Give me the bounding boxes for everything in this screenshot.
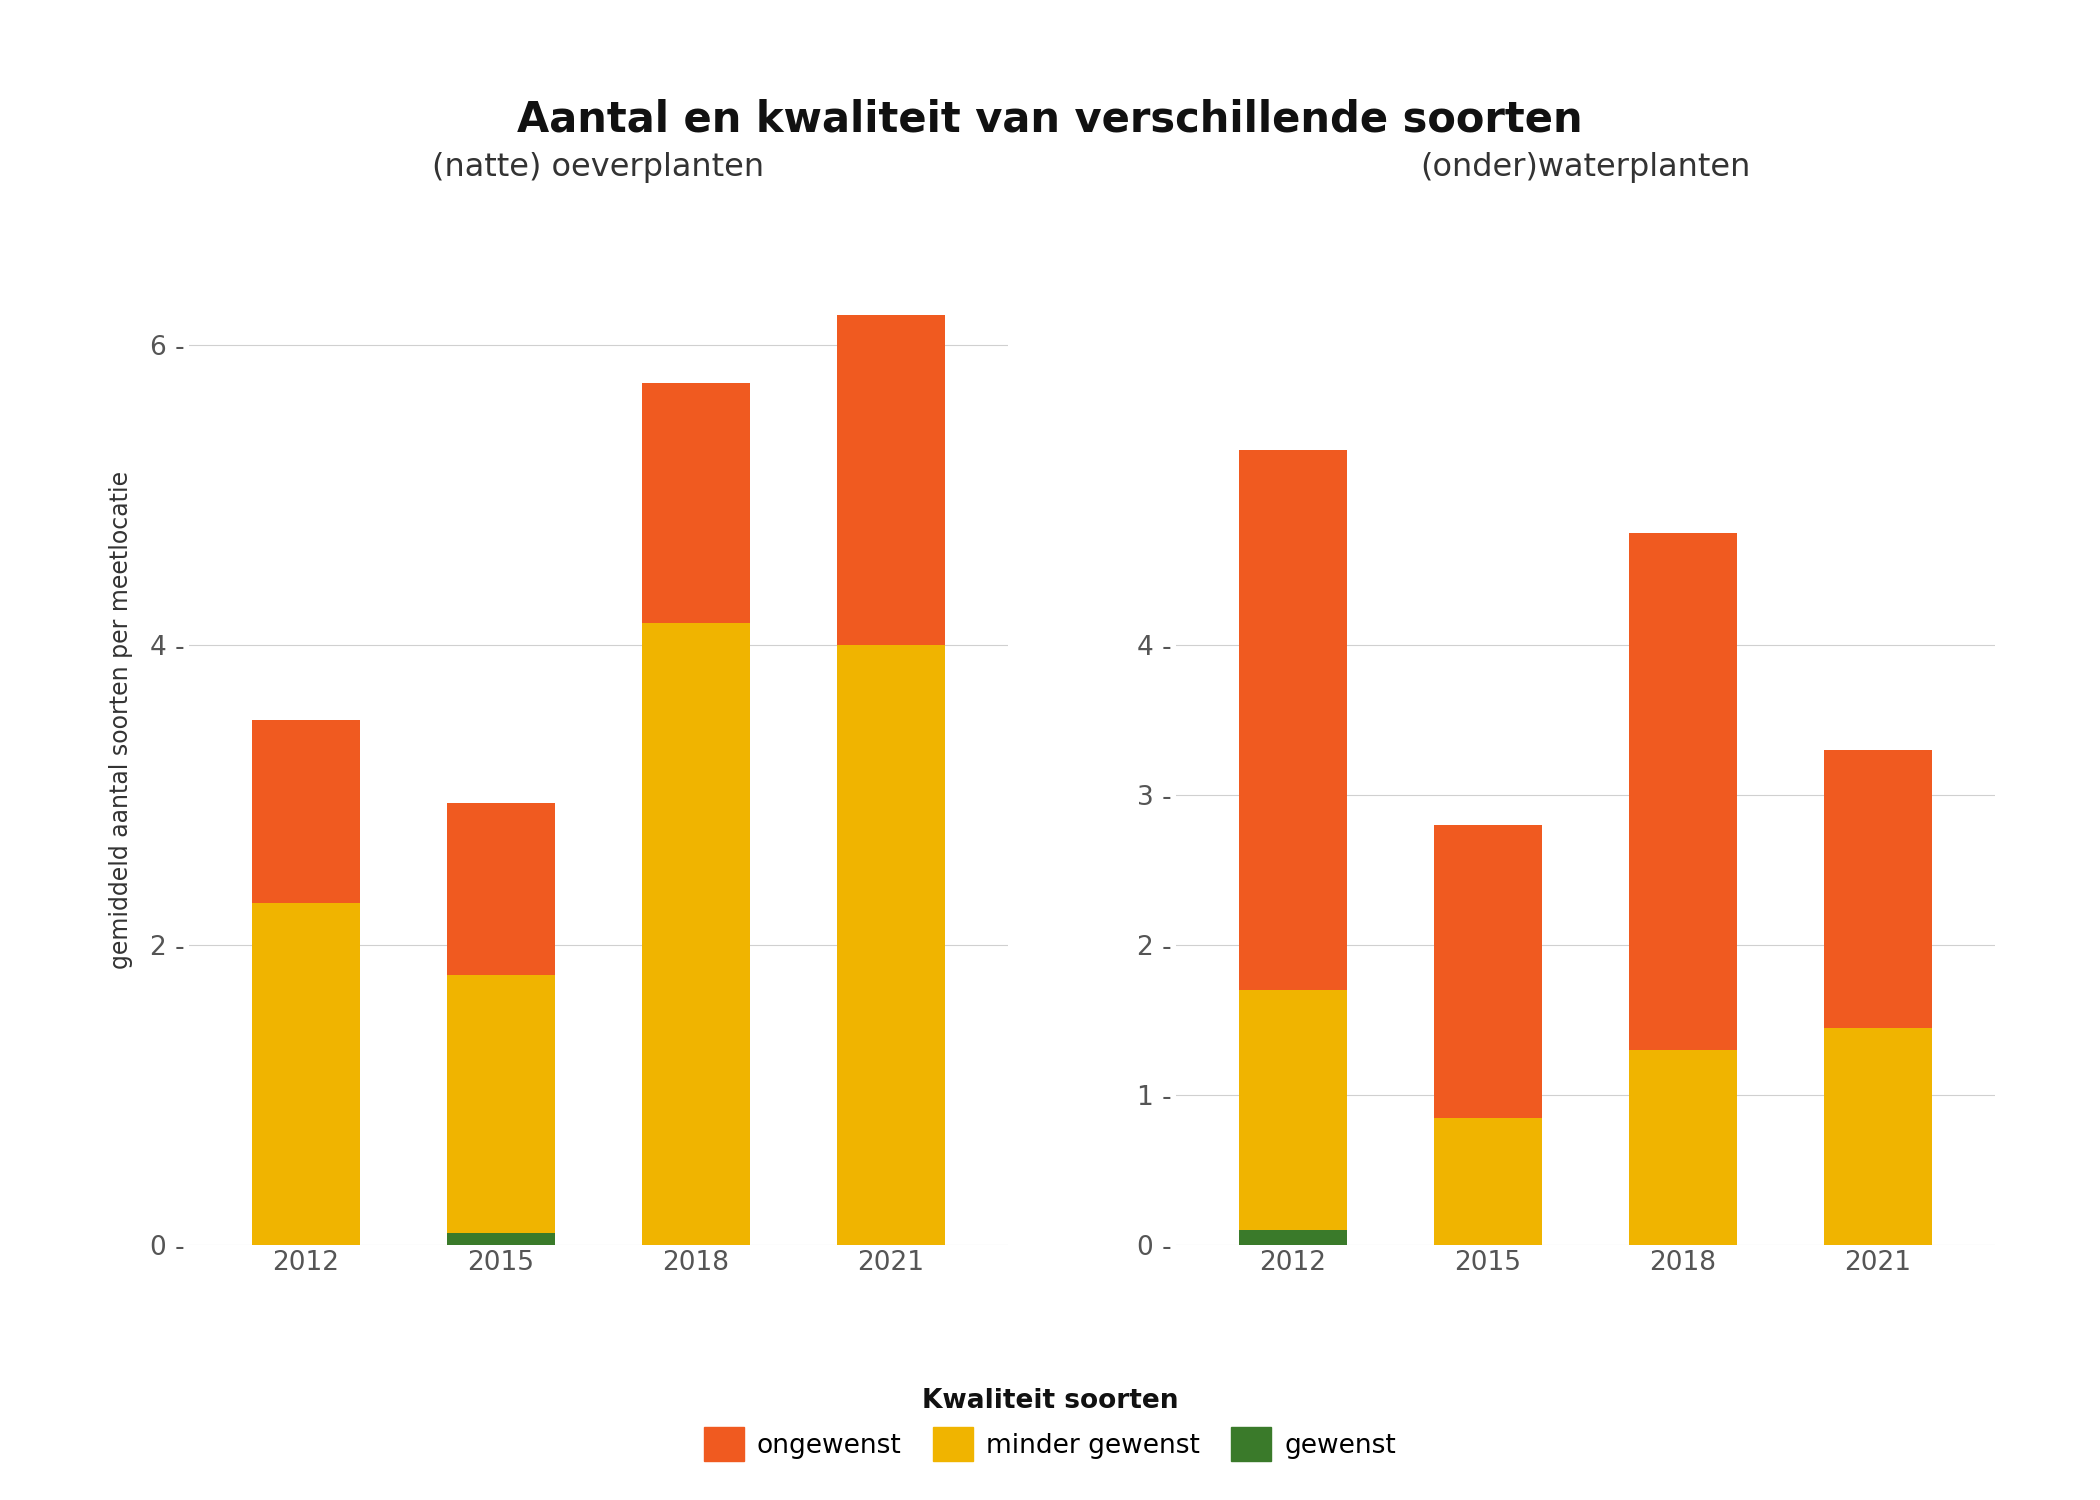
Y-axis label: gemiddeld aantal soorten per meetlocatie: gemiddeld aantal soorten per meetlocatie <box>109 471 132 969</box>
Bar <box>447 802 554 975</box>
Title: (onder)waterplanten: (onder)waterplanten <box>1420 152 1751 183</box>
Bar <box>1239 1230 1346 1245</box>
Bar <box>643 622 750 1245</box>
Legend: ongewenst, minder gewenst, gewenst: ongewenst, minder gewenst, gewenst <box>693 1377 1407 1472</box>
Bar <box>447 975 554 1233</box>
Bar <box>838 315 945 645</box>
Bar <box>1434 825 1541 1118</box>
Bar <box>447 1233 554 1245</box>
Bar <box>1239 990 1346 1230</box>
Bar <box>838 645 945 1245</box>
Text: Aantal en kwaliteit van verschillende soorten: Aantal en kwaliteit van verschillende so… <box>517 99 1583 141</box>
Bar <box>1825 750 1932 1028</box>
Bar <box>1630 532 1737 1050</box>
Bar <box>252 720 359 903</box>
Bar <box>1630 1050 1737 1245</box>
Bar <box>643 382 750 622</box>
Title: (natte) oeverplanten: (natte) oeverplanten <box>433 152 764 183</box>
Bar <box>252 903 359 1245</box>
Bar <box>1434 1118 1541 1245</box>
Bar <box>1825 1028 1932 1245</box>
Bar <box>1239 450 1346 990</box>
